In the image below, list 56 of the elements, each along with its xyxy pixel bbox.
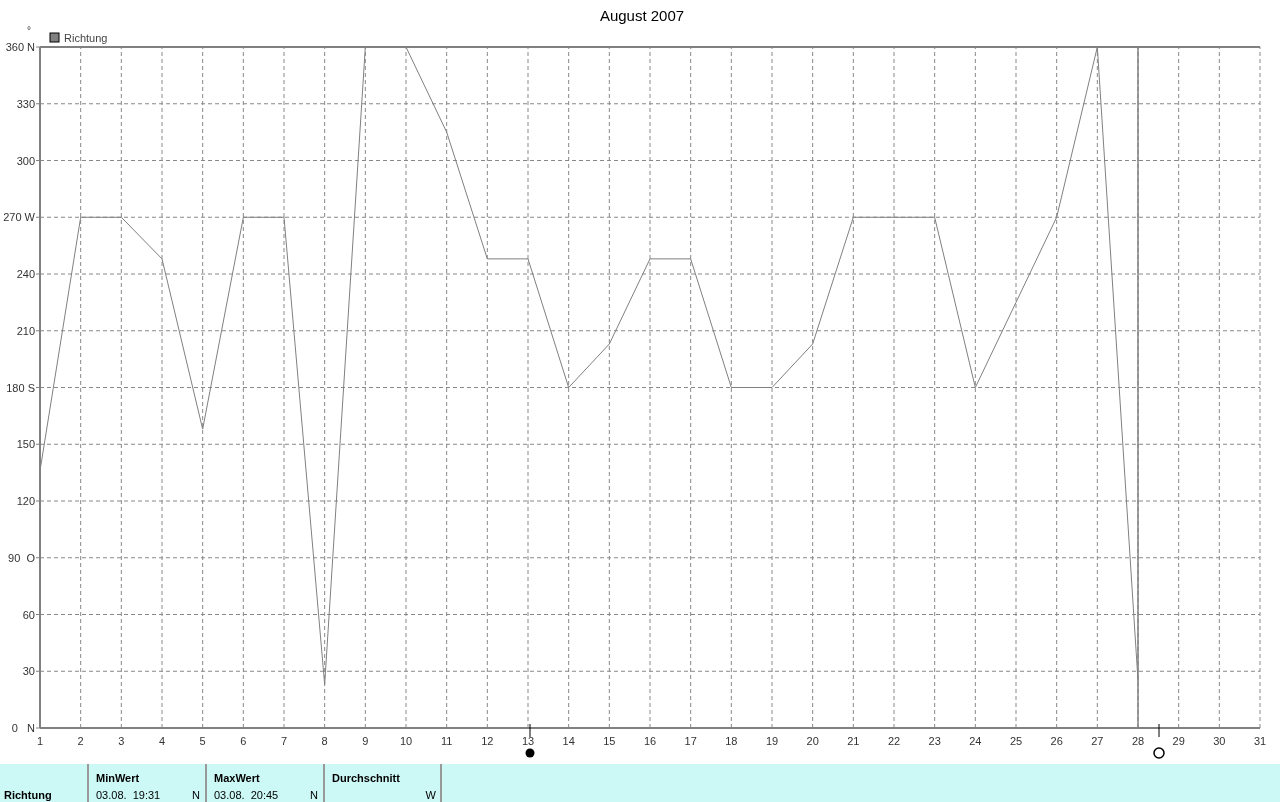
- x-tick-label: 25: [1009, 735, 1023, 747]
- x-tick-label: 23: [928, 735, 941, 747]
- x-tick-label: 19: [765, 735, 779, 747]
- x-tick-label: 30: [1213, 735, 1226, 747]
- x-tick-label: 5: [199, 735, 206, 747]
- x-tick-label: 7: [280, 735, 288, 747]
- x-tick-label: 4: [158, 735, 166, 747]
- y-tick-label: 240: [16, 268, 35, 280]
- x-tick-label: 13: [521, 735, 535, 747]
- y-tick-label: 180 S: [6, 381, 35, 394]
- y-tick-label: 120: [16, 495, 35, 507]
- text: N: [310, 789, 319, 801]
- x-tick-label: 2: [77, 735, 84, 747]
- text: MinWert: [96, 772, 140, 784]
- y-tick-label: 300: [16, 154, 35, 167]
- y-tick-label: 360 N: [5, 41, 36, 53]
- x-tick-label: 22: [887, 735, 901, 747]
- x-tick-label: 6: [240, 735, 247, 747]
- chart-title: August 2007: [599, 7, 685, 24]
- text: 03.08. 20:45: [214, 789, 279, 801]
- y-tick-label: 30: [22, 665, 35, 678]
- x-tick-label: 27: [1091, 735, 1104, 747]
- x-tick-label: 3: [118, 735, 125, 747]
- y-tick-label: 150: [16, 438, 35, 451]
- text: W: [425, 789, 437, 801]
- x-tick-label: 17: [684, 735, 697, 747]
- x-tick-label: 24: [969, 735, 982, 747]
- x-tick-label: 29: [1172, 735, 1185, 747]
- x-tick-label: 12: [481, 735, 494, 747]
- x-tick-label: 1: [36, 735, 44, 747]
- y-tick-label: 270 W: [3, 211, 36, 224]
- x-tick-label: 28: [1131, 735, 1145, 747]
- x-tick-label: 31: [1253, 735, 1267, 747]
- x-tick-label: 11: [440, 735, 453, 747]
- y-tick-label: 210: [16, 324, 35, 337]
- y-tick-label: 0 N: [11, 722, 36, 734]
- x-tick-label: 21: [847, 735, 860, 747]
- text: 03.08. 19:31: [96, 789, 161, 801]
- x-tick-label: 18: [725, 735, 738, 747]
- text: N: [192, 789, 201, 801]
- x-tick-label: 10: [399, 735, 413, 747]
- text: Durchschnitt: [332, 772, 401, 784]
- x-tick-label: 14: [562, 735, 575, 747]
- text: MaxWert: [214, 772, 260, 784]
- x-tick-label: 8: [321, 735, 328, 747]
- x-tick-label: 20: [806, 735, 819, 747]
- x-tick-label: 26: [1050, 735, 1063, 747]
- x-tick-label: 9: [362, 735, 369, 747]
- x-tick-label: 15: [603, 735, 616, 747]
- y-tick-label: 60: [22, 608, 35, 621]
- y-axis-title: °: [27, 25, 31, 36]
- text: Richtung: [4, 789, 52, 801]
- y-tick-label: 90 O: [8, 551, 36, 564]
- y-tick-label: 330: [16, 97, 35, 110]
- x-tick-label: 16: [643, 735, 657, 747]
- legend-label: Richtung: [64, 32, 108, 44]
